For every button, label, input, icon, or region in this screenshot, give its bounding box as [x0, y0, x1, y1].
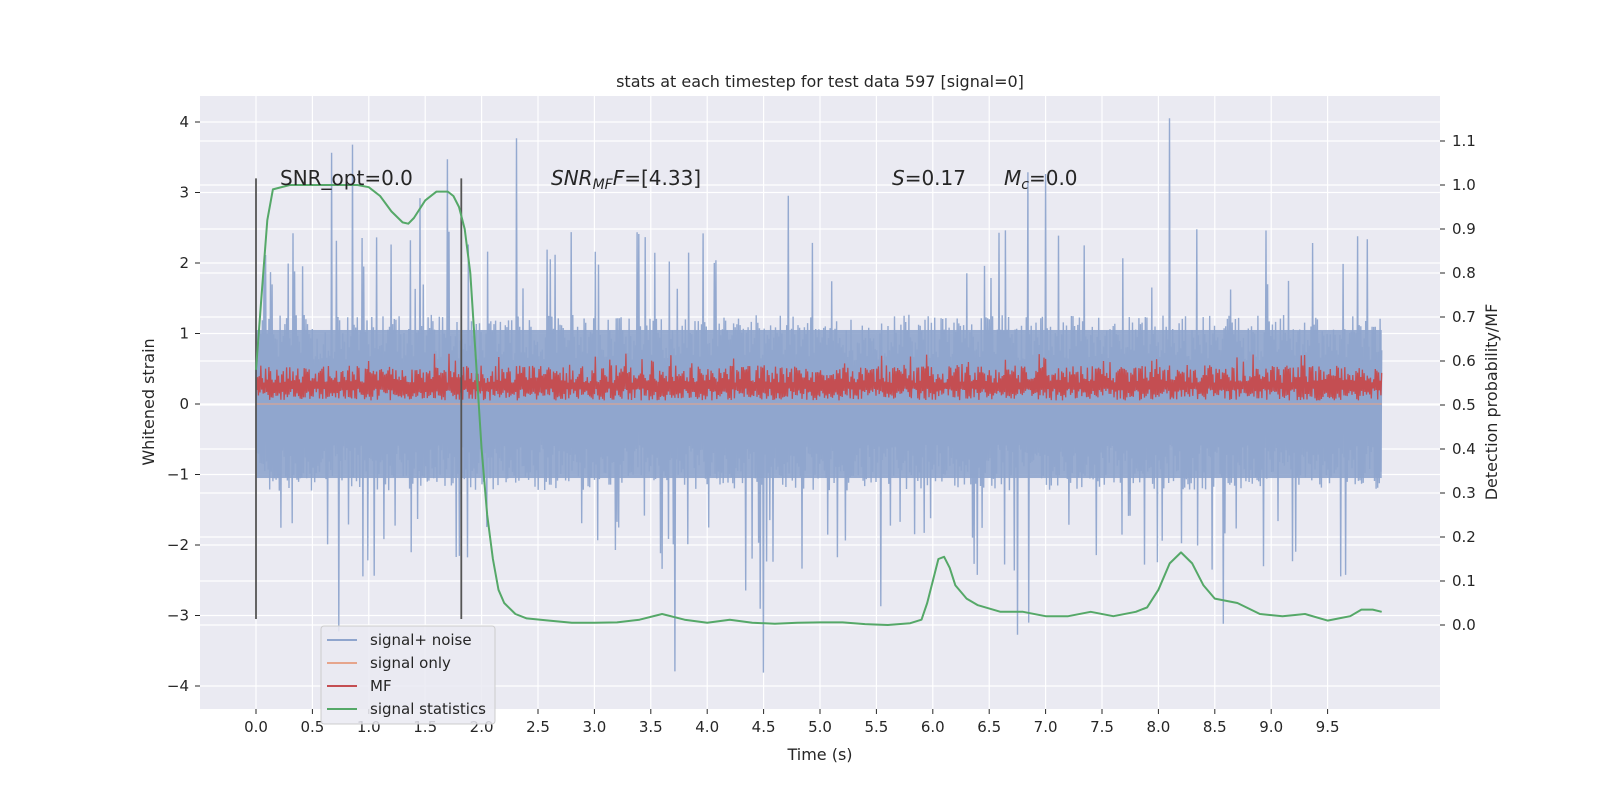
y-tick-label: −3	[167, 607, 189, 625]
y-axis-ticks: 4 3 2 1 0 −1 −2 −3 −4	[167, 113, 200, 695]
x-tick-label: 9.5	[1316, 718, 1340, 736]
y-tick-label: −1	[167, 466, 189, 484]
mf-line	[255, 353, 1383, 401]
signal-statistics-line	[255, 184, 1382, 626]
y2-tick-label: 0.1	[1452, 572, 1476, 590]
annotation-snr-mf-value: =[4.33]	[624, 166, 701, 190]
x-tick-label: 7.0	[1034, 718, 1058, 736]
y2-tick-label: 0.4	[1452, 440, 1476, 458]
y2-tick-label: 0.9	[1452, 220, 1476, 238]
annotation-mc: Mc=0.0	[1004, 166, 1078, 193]
annotation-mc-value: =0.0	[1029, 166, 1078, 190]
legend-label-signal-noise: signal+ noise	[370, 631, 472, 649]
annotation-s: S=0.17	[892, 166, 966, 190]
x-tick-label: 8.5	[1203, 718, 1227, 736]
x-tick-label: 4.0	[695, 718, 719, 736]
annotation-mc-sub: c	[1021, 177, 1029, 193]
y2-tick-label: 0.8	[1452, 264, 1476, 282]
y2-tick-label: 0.0	[1452, 616, 1476, 634]
y-tick-label: 1	[179, 325, 189, 343]
y-tick-label: −2	[167, 536, 189, 554]
y2-tick-label: 1.0	[1452, 176, 1476, 194]
y-tick-label: 3	[179, 184, 189, 202]
y-tick-label: 0	[179, 395, 189, 413]
y2-axis-label: Detection probability/MF	[1482, 304, 1501, 501]
x-axis-label: Time (s)	[786, 745, 852, 764]
y2-tick-label: 0.5	[1452, 396, 1476, 414]
chart-title: stats at each timestep for test data 597…	[616, 72, 1024, 91]
x-tick-label: 9.0	[1259, 718, 1283, 736]
annotation-snr-opt: SNR_opt=0.0	[280, 166, 413, 190]
legend-label-signal-statistics: signal statistics	[370, 700, 486, 718]
annotation-s-value: =0.17	[905, 166, 966, 190]
annotation-snr-mf-label: SNR	[551, 166, 593, 190]
legend-box	[320, 625, 496, 725]
y-tick-label: 4	[179, 113, 189, 131]
x-tick-label: 5.5	[864, 718, 888, 736]
y2-axis-ticks: 0.0 0.1 0.2 0.3 0.4 0.5 0.6 0.7 0.8 0.9 1.0 1.1	[1440, 132, 1476, 634]
x-tick-label: 3.0	[582, 718, 606, 736]
legend-label-mf: MF	[370, 677, 392, 695]
y2-tick-label: 0.2	[1452, 528, 1476, 546]
x-tick-label: 6.5	[977, 718, 1001, 736]
annotation-s-label: S	[892, 166, 905, 190]
annotation-snr-mf-sub: MF	[593, 177, 614, 193]
x-tick-label: 6.0	[921, 718, 945, 736]
legend: signal+ noise signal only MF signal stat…	[320, 625, 496, 725]
x-tick-label: 0.0	[244, 718, 268, 736]
signal-statistics-series	[255, 184, 1382, 626]
x-tick-label: 8.0	[1146, 718, 1170, 736]
mf-series	[255, 353, 1383, 401]
annotation-snr-mf: SNRMFF=[4.33]	[551, 166, 701, 193]
vertical-markers	[255, 178, 463, 620]
y2-tick-label: 0.7	[1452, 308, 1476, 326]
legend-label-signal-only: signal only	[370, 654, 451, 672]
x-tick-label: 2.5	[526, 718, 550, 736]
x-tick-label: 4.5	[752, 718, 776, 736]
y2-tick-label: 0.3	[1452, 484, 1476, 502]
x-tick-label: 7.5	[1090, 718, 1114, 736]
y2-tick-label: 1.1	[1452, 132, 1476, 150]
y-axis-label: Whitened strain	[139, 338, 158, 465]
x-tick-label: 3.5	[639, 718, 663, 736]
y2-tick-label: 0.6	[1452, 352, 1476, 370]
annotation-mc-label: M	[1004, 166, 1021, 190]
annotation-snr-mf-f: F	[613, 166, 625, 190]
signal-noise-series	[255, 118, 1383, 673]
x-tick-label: 0.5	[300, 718, 324, 736]
x-tick-label: 5.0	[808, 718, 832, 736]
y-tick-label: −4	[167, 677, 189, 695]
y-tick-label: 2	[179, 254, 189, 272]
